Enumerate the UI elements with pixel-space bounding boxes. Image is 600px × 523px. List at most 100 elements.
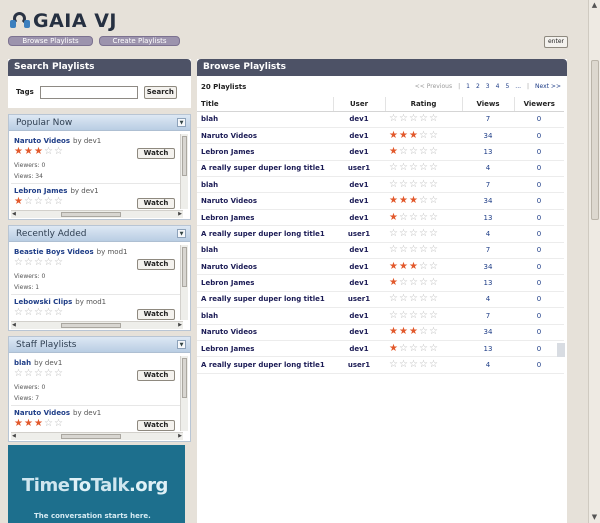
star-empty-icon[interactable]: ☆ (54, 146, 63, 157)
star-empty-icon[interactable]: ☆ (429, 195, 438, 207)
star-empty-icon[interactable]: ☆ (419, 244, 428, 256)
table-row[interactable]: Lebron James dev1 ★☆☆☆☆ 13 0 (197, 209, 564, 227)
search-button[interactable]: Search (143, 85, 177, 99)
col-rating[interactable]: Rating (385, 97, 463, 112)
collapse-icon[interactable]: ▼ (177, 340, 186, 349)
popular-vscroll[interactable] (180, 134, 188, 209)
table-row[interactable]: Lebron James dev1 ★☆☆☆☆ 13 0 (197, 274, 564, 292)
star-empty-icon[interactable]: ☆ (409, 309, 418, 321)
star-filled-icon[interactable]: ★ (409, 326, 418, 338)
playlist-user[interactable]: dev1 (333, 127, 385, 145)
next-page-link[interactable]: Next >> (535, 83, 561, 90)
rating-stars[interactable]: ☆☆☆☆☆ (385, 242, 462, 260)
page-link-2[interactable]: 2 (475, 83, 480, 90)
star-empty-icon[interactable]: ☆ (389, 293, 398, 305)
playlist-user[interactable]: dev1 (333, 340, 385, 358)
star-filled-icon[interactable]: ★ (24, 418, 33, 429)
star-empty-icon[interactable]: ☆ (54, 418, 63, 429)
star-filled-icon[interactable]: ★ (14, 418, 23, 429)
playlist-title[interactable]: Lebron James (197, 209, 333, 227)
logo[interactable]: GAIA VJ (10, 8, 117, 34)
rating-stars[interactable]: ★★★☆☆ (14, 147, 64, 157)
playlist-title[interactable]: Lebron James (197, 274, 333, 292)
star-empty-icon[interactable]: ☆ (419, 227, 428, 239)
table-row[interactable]: A really super duper long title1 user1 ☆☆☆… (197, 225, 564, 243)
star-empty-icon[interactable]: ☆ (419, 293, 428, 305)
col-views[interactable]: Views (462, 97, 515, 112)
playlist-link[interactable]: Naruto Videos by dev1 (14, 137, 102, 145)
playlist-user[interactable]: dev1 (333, 307, 385, 325)
star-empty-icon[interactable]: ☆ (419, 129, 428, 141)
star-empty-icon[interactable]: ☆ (419, 113, 428, 125)
page-link-3[interactable]: 3 (485, 83, 490, 90)
window-scrollbar-thumb[interactable] (591, 60, 599, 220)
star-empty-icon[interactable]: ☆ (419, 277, 428, 289)
star-empty-icon[interactable]: ☆ (54, 307, 63, 318)
star-empty-icon[interactable]: ☆ (409, 162, 418, 174)
col-user[interactable]: User (333, 97, 386, 112)
star-empty-icon[interactable]: ☆ (399, 342, 408, 354)
star-empty-icon[interactable]: ☆ (24, 196, 33, 207)
star-empty-icon[interactable]: ☆ (44, 368, 53, 379)
star-empty-icon[interactable]: ☆ (409, 277, 418, 289)
star-filled-icon[interactable]: ★ (389, 342, 398, 354)
star-empty-icon[interactable]: ☆ (399, 162, 408, 174)
star-empty-icon[interactable]: ☆ (419, 326, 428, 338)
star-empty-icon[interactable]: ☆ (429, 244, 438, 256)
star-empty-icon[interactable]: ☆ (409, 342, 418, 354)
star-filled-icon[interactable]: ★ (389, 195, 398, 207)
rating-stars[interactable]: ★☆☆☆☆ (14, 197, 64, 207)
star-empty-icon[interactable]: ☆ (429, 113, 438, 125)
playlist-link[interactable]: Naruto Videos by dev1 (14, 409, 102, 417)
star-filled-icon[interactable]: ★ (409, 260, 418, 272)
playlist-title[interactable]: Naruto Videos (197, 127, 333, 145)
star-empty-icon[interactable]: ☆ (429, 162, 438, 174)
star-empty-icon[interactable]: ☆ (14, 368, 23, 379)
star-empty-icon[interactable]: ☆ (409, 227, 418, 239)
playlist-link[interactable]: Beastie Boys Videos by mod1 (14, 248, 128, 256)
star-filled-icon[interactable]: ★ (389, 277, 398, 289)
rating-stars[interactable]: ☆☆☆☆☆ (385, 356, 462, 374)
playlist-user[interactable]: user1 (333, 225, 385, 243)
star-empty-icon[interactable]: ☆ (389, 178, 398, 190)
playlist-title[interactable]: blah (197, 111, 333, 128)
watch-button[interactable]: Watch (137, 259, 175, 270)
star-empty-icon[interactable]: ☆ (399, 309, 408, 321)
rating-stars[interactable]: ☆☆☆☆☆ (14, 308, 64, 318)
star-empty-icon[interactable]: ☆ (419, 342, 428, 354)
watch-button[interactable]: Watch (137, 370, 175, 381)
star-empty-icon[interactable]: ☆ (34, 307, 43, 318)
playlist-user[interactable]: dev1 (333, 176, 385, 194)
playlist-title[interactable]: blah (197, 307, 333, 325)
page-link-6[interactable]: ... (515, 83, 522, 90)
rating-stars[interactable]: ★★★☆☆ (385, 258, 462, 276)
star-empty-icon[interactable]: ☆ (399, 244, 408, 256)
rating-stars[interactable]: ☆☆☆☆☆ (385, 176, 462, 194)
table-row[interactable]: A really super duper long title1 user1 ☆☆☆… (197, 160, 564, 178)
star-empty-icon[interactable]: ☆ (34, 257, 43, 268)
star-empty-icon[interactable]: ☆ (419, 359, 428, 371)
playlist-user[interactable]: user1 (333, 160, 385, 178)
playlist-title[interactable]: Lebron James (197, 143, 333, 161)
playlist-title[interactable]: A really super duper long title1 (197, 160, 333, 178)
rating-stars[interactable]: ☆☆☆☆☆ (385, 307, 462, 325)
rating-stars[interactable]: ☆☆☆☆☆ (385, 291, 462, 309)
table-row[interactable]: blah dev1 ☆☆☆☆☆ 7 0 (197, 307, 564, 325)
playlist-link[interactable]: blah by dev1 (14, 359, 63, 367)
star-filled-icon[interactable]: ★ (24, 146, 33, 157)
collapse-icon[interactable]: ▼ (177, 229, 186, 238)
playlist-title[interactable]: A really super duper long title1 (197, 225, 333, 243)
watch-button[interactable]: Watch (137, 148, 175, 159)
playlist-user[interactable]: dev1 (333, 192, 385, 210)
star-empty-icon[interactable]: ☆ (54, 368, 63, 379)
tags-input[interactable] (39, 85, 138, 99)
star-empty-icon[interactable]: ☆ (54, 196, 63, 207)
star-empty-icon[interactable]: ☆ (429, 293, 438, 305)
star-empty-icon[interactable]: ☆ (34, 196, 43, 207)
star-empty-icon[interactable]: ☆ (14, 257, 23, 268)
star-empty-icon[interactable]: ☆ (419, 309, 428, 321)
watch-button[interactable]: Watch (137, 309, 175, 320)
star-empty-icon[interactable]: ☆ (409, 145, 418, 157)
star-empty-icon[interactable]: ☆ (399, 359, 408, 371)
star-empty-icon[interactable]: ☆ (399, 277, 408, 289)
